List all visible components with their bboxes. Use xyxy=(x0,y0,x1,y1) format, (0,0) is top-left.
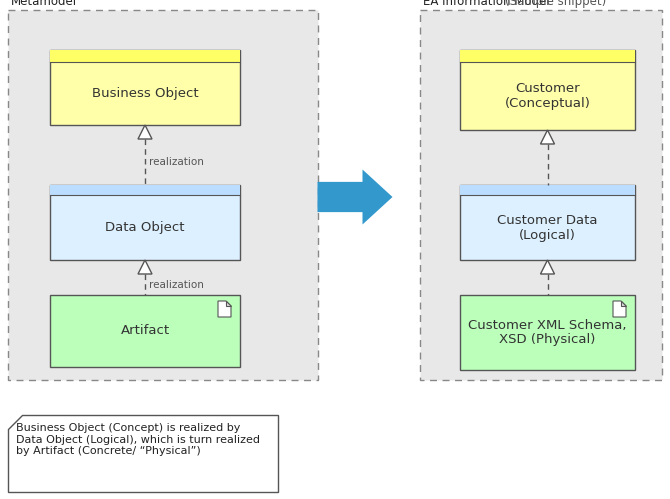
Polygon shape xyxy=(138,260,152,274)
Polygon shape xyxy=(613,301,626,317)
Polygon shape xyxy=(218,301,231,317)
Text: Data Object: Data Object xyxy=(105,221,185,234)
Bar xyxy=(460,295,635,370)
Polygon shape xyxy=(621,301,626,306)
Bar xyxy=(460,185,635,195)
Text: realization: realization xyxy=(149,157,204,167)
Text: Customer Data
(Logical): Customer Data (Logical) xyxy=(497,214,598,242)
Text: Customer XML Schema,
XSD (Physical): Customer XML Schema, XSD (Physical) xyxy=(468,318,626,346)
Polygon shape xyxy=(138,125,152,139)
Polygon shape xyxy=(541,260,555,274)
Bar xyxy=(460,50,635,130)
FancyBboxPatch shape xyxy=(8,10,318,380)
Text: Business Object (Concept) is realized by
Data Object (Logical), which is turn re: Business Object (Concept) is realized by… xyxy=(16,423,260,456)
Text: Metamodel: Metamodel xyxy=(11,0,77,8)
Text: Business Object: Business Object xyxy=(92,87,198,100)
Bar xyxy=(50,185,240,260)
Polygon shape xyxy=(318,170,393,225)
Bar xyxy=(460,185,635,260)
Text: Customer
(Conceptual): Customer (Conceptual) xyxy=(505,82,590,110)
FancyBboxPatch shape xyxy=(420,10,662,380)
Polygon shape xyxy=(541,130,555,144)
Text: realization: realization xyxy=(149,279,204,289)
Bar xyxy=(460,50,635,62)
Text: EA Information Model: EA Information Model xyxy=(423,0,549,8)
Bar xyxy=(50,50,240,62)
Polygon shape xyxy=(226,301,231,306)
Bar xyxy=(50,295,240,367)
Bar xyxy=(50,185,240,195)
Bar xyxy=(50,50,240,125)
Text: Artifact: Artifact xyxy=(121,324,170,337)
Polygon shape xyxy=(8,415,278,492)
Text: (Sample snippet): (Sample snippet) xyxy=(505,0,606,8)
